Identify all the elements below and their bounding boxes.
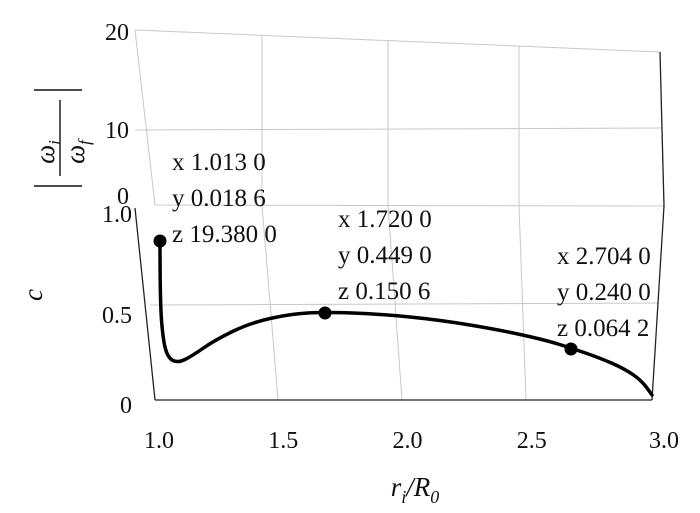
- z-label-numerator: ωi: [30, 140, 64, 164]
- back-wall-outline: [134, 29, 665, 207]
- x-axis-label: ri/R0: [391, 472, 440, 507]
- x-tick-label: 3.0: [649, 428, 679, 454]
- point-callout-line: z 0.150 6: [338, 278, 430, 305]
- y-axis-label: c: [18, 289, 48, 301]
- floor-grid-3: [518, 204, 527, 401]
- z-tick-label: 20: [105, 20, 129, 46]
- point-callout-line: y 0.018 6: [172, 185, 266, 212]
- x-axis-ticks: 1.0 1.5 2.0 2.5 3.0: [144, 428, 679, 454]
- floor-grid-1: [261, 204, 279, 401]
- marked-points: x 1.013 0 y 0.018 6 z 19.380 0 x 1.720 0 y 0…: [153, 149, 651, 356]
- y-axis-ticks: 0 0.5 1.0: [102, 202, 132, 419]
- point-callout-line: x 1.013 0: [172, 149, 266, 176]
- point-callout-line: x 1.720 0: [338, 206, 432, 233]
- point-callout-line: z 0.064 2: [557, 315, 649, 342]
- floor-grid-2: [387, 204, 403, 401]
- y-tick-label: 1.0: [102, 202, 132, 228]
- axes-frame: [134, 51, 665, 401]
- point-callout-line: y 0.449 0: [338, 242, 432, 269]
- left-front-edge: [134, 207, 156, 401]
- z-axis-label: ωi ωf: [30, 89, 94, 187]
- x-tick-label: 1.0: [144, 428, 174, 454]
- x-tick-label: 1.5: [268, 428, 298, 454]
- z-label-denominator: ωf: [60, 138, 94, 164]
- point-callout-line: x 2.704 0: [557, 243, 651, 270]
- z-axis-ticks: 0 10 20: [105, 20, 129, 210]
- point-callout-line: z 19.380 0: [172, 221, 277, 248]
- marked-point: [153, 234, 167, 248]
- marked-point: [318, 306, 332, 320]
- right-back-edge: [659, 51, 665, 207]
- point-callout-line: y 0.240 0: [557, 279, 651, 306]
- z-tick-label: 10: [105, 118, 129, 144]
- x-tick-label: 2.5: [517, 428, 547, 454]
- marked-point: [564, 342, 578, 356]
- floor-grid-h: [149, 302, 659, 306]
- x-tick-label: 2.0: [393, 428, 423, 454]
- y-tick-label: 0.5: [102, 303, 132, 329]
- right-front-edge: [651, 205, 665, 401]
- back-wall-grid-h1: [134, 127, 663, 131]
- y-tick-label: 0: [120, 393, 132, 419]
- z-tick-label: 0: [117, 184, 129, 210]
